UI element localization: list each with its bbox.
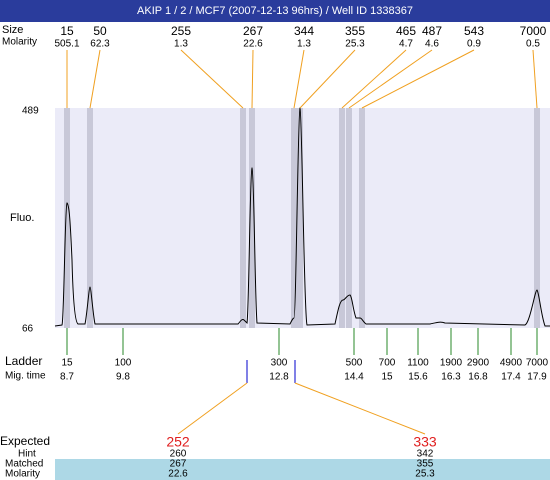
peak-size: 465 <box>396 24 416 38</box>
ladder-time: 8.7 <box>60 372 74 383</box>
peak-size: 355 <box>345 24 365 38</box>
peak-connector <box>180 49 244 109</box>
peak-molarity: 1.3 <box>297 39 311 50</box>
ladder-size: 500 <box>346 358 363 369</box>
ladder-time: 14.4 <box>344 372 364 383</box>
peak-molarity: 62.3 <box>90 39 110 50</box>
matched-label: Matched <box>5 459 43 470</box>
y-max: 489 <box>22 106 39 117</box>
ladder-size: 300 <box>271 358 288 369</box>
peak-size: 344 <box>294 24 314 38</box>
expected-value: 333 <box>413 434 437 450</box>
ladder-size: 7000 <box>526 358 549 369</box>
title-bar <box>0 0 550 22</box>
peak-molarity: 505.1 <box>54 39 79 50</box>
trace <box>54 107 550 327</box>
peak-band <box>534 108 540 328</box>
peak-band <box>339 108 345 328</box>
ladder-label: Ladder <box>5 354 42 368</box>
peak-molarity: 0.9 <box>467 39 481 50</box>
molarity-label: Molarity <box>2 37 37 48</box>
peak-connector <box>341 49 407 109</box>
peak-molarity: 4.7 <box>399 39 413 50</box>
peak-molarity: 22.6 <box>243 39 263 50</box>
ladder-size: 700 <box>379 358 396 369</box>
title: AKIP 1 / 2 / MCF7 (2007-12-13 96hrs) / W… <box>137 5 413 17</box>
expected-label: Expected <box>0 434 50 448</box>
connector <box>177 382 248 435</box>
molarity-row-label: Molarity <box>5 469 40 480</box>
matched-value: 267 <box>170 459 187 470</box>
size-label: Size <box>2 24 23 36</box>
ladder-time: 15 <box>381 372 393 383</box>
peak-size: 543 <box>464 24 484 38</box>
peak-size: 15 <box>60 24 74 38</box>
ladder-size: 2900 <box>467 358 490 369</box>
peak-connector <box>293 49 305 109</box>
hint-value: 342 <box>417 449 434 460</box>
peak-band <box>297 108 303 328</box>
peak-band <box>346 108 352 328</box>
peak-connector <box>361 49 475 109</box>
matched-molarity: 22.6 <box>168 469 188 480</box>
ladder-time: 12.8 <box>269 372 289 383</box>
matched-band <box>55 459 550 480</box>
ladder-time: 15.6 <box>408 372 428 383</box>
peak-molarity: 4.6 <box>425 39 439 50</box>
peak-band <box>249 108 255 328</box>
peak-band <box>291 108 297 328</box>
peak-size: 7000 <box>520 24 547 38</box>
ladder-size: 1100 <box>407 358 429 369</box>
y-min: 66 <box>22 324 34 335</box>
hint-value: 260 <box>170 449 187 460</box>
matched-value: 355 <box>417 459 434 470</box>
peak-size: 487 <box>422 24 442 38</box>
ladder-size: 100 <box>115 358 132 369</box>
ladder-time: 16.3 <box>441 372 461 383</box>
peak-size: 255 <box>171 24 191 38</box>
connector <box>294 382 426 435</box>
ladder-size: 4900 <box>500 358 523 369</box>
ladder-time: 17.4 <box>501 372 521 383</box>
matched-molarity: 25.3 <box>415 469 435 480</box>
peak-connector <box>532 49 538 109</box>
ladder-size: 15 <box>61 358 73 369</box>
peak-molarity: 0.5 <box>526 39 540 50</box>
ladder-time: 17.9 <box>527 372 547 383</box>
peak-molarity: 1.3 <box>174 39 188 50</box>
ladder-size: 1900 <box>440 358 463 369</box>
expected-value: 252 <box>166 434 190 450</box>
mig-time-label: Mig. time <box>5 371 46 382</box>
ladder-time: 9.8 <box>116 372 130 383</box>
peak-size: 50 <box>93 24 107 38</box>
hint-label: Hint <box>18 449 36 460</box>
peak-connector <box>299 49 356 109</box>
peak-connector <box>251 49 254 109</box>
peak-molarity: 25.3 <box>345 39 365 50</box>
peak-band <box>359 108 365 328</box>
peak-size: 267 <box>243 24 263 38</box>
peak-band <box>240 108 246 328</box>
y-label: Fluo. <box>10 212 34 224</box>
ladder-time: 16.8 <box>468 372 488 383</box>
peak-band <box>64 108 70 328</box>
peak-band <box>87 108 93 328</box>
peak-connector <box>89 49 101 109</box>
peak-connector <box>348 49 433 109</box>
